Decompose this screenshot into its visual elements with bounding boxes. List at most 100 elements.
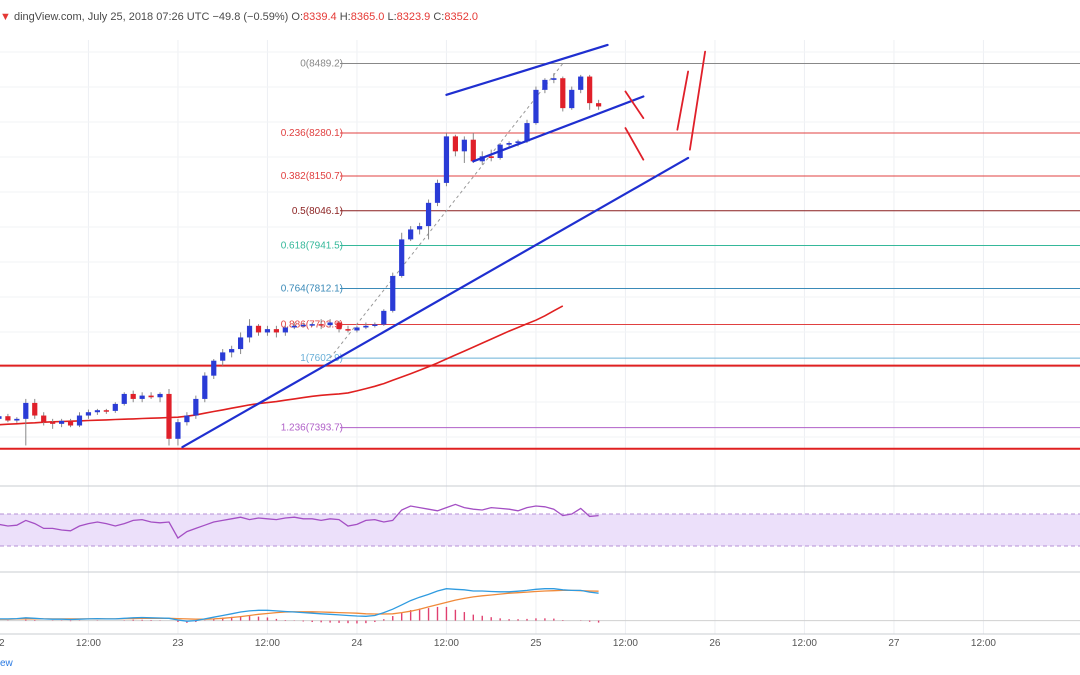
- candle-body: [318, 324, 324, 326]
- footer-text: ew: [0, 658, 13, 669]
- rsi-band: [0, 513, 1080, 547]
- candle-body: [41, 415, 47, 423]
- rsi-band-fill: [0, 514, 1080, 546]
- high-value: 8365.0: [350, 11, 385, 23]
- candle-body: [0, 416, 2, 419]
- candle-body: [470, 139, 476, 162]
- bullish-path-2: [688, 50, 707, 151]
- candle-body: [300, 324, 306, 327]
- candle-body: [246, 325, 253, 338]
- x-tick-label: 24: [351, 638, 363, 649]
- candle-body: [345, 329, 351, 331]
- candle-body: [76, 415, 83, 426]
- low-value: 8323.9: [396, 11, 431, 23]
- candle-body: [264, 329, 271, 333]
- candle-body: [103, 410, 109, 412]
- x-tick-label: 23: [172, 638, 184, 649]
- candle-body: [560, 78, 566, 109]
- trend-drawings: [181, 43, 707, 449]
- candle-body: [587, 76, 593, 104]
- candle-body: [506, 143, 512, 145]
- candle-body: [59, 420, 65, 424]
- candle-body: [488, 156, 494, 158]
- channel-upper-line: [445, 43, 609, 96]
- candle-body: [381, 310, 387, 325]
- x-tick-label: 12:00: [613, 638, 638, 649]
- candle-body: [461, 139, 467, 152]
- candle-body: [273, 329, 279, 333]
- x-axis: 22 12:00 23 12:00 24 12:00 25 12:00 26 12:00 27 12:…: [0, 638, 996, 649]
- candle-body: [202, 375, 208, 399]
- x-tick-label: 25: [530, 638, 542, 649]
- candle-body: [363, 325, 369, 328]
- candle-body: [533, 89, 539, 124]
- close-value: 8352.0: [444, 11, 479, 23]
- candle-body: [354, 327, 360, 331]
- candle-body: [166, 393, 172, 439]
- candle-body: [67, 420, 74, 426]
- x-tick-label: 26: [709, 638, 721, 649]
- grid-lines: [0, 40, 1080, 635]
- fib-label: 0.764(7812.1): [281, 284, 343, 295]
- candle-body: [327, 322, 333, 326]
- ma-line: [0, 305, 564, 426]
- rsi-line: [0, 503, 599, 539]
- rsi-panel: [0, 503, 599, 539]
- candle-body: [121, 393, 127, 404]
- x-tick-label: 12:00: [971, 638, 996, 649]
- candle-body: [23, 402, 29, 419]
- candle-body: [32, 402, 38, 416]
- bullish-path-1: [676, 70, 689, 131]
- header-change: −49.8 (−0.59%): [212, 11, 289, 23]
- x-tick-label: 12:00: [434, 638, 459, 649]
- x-tick-label: 27: [888, 638, 900, 649]
- fib-label: 0.236(8280.1): [281, 128, 343, 139]
- candle-body: [596, 103, 602, 107]
- candle-body: [112, 403, 118, 411]
- candle-body: [542, 79, 548, 90]
- x-tick-label: 12:00: [792, 638, 817, 649]
- bearish-path-1: [624, 90, 645, 119]
- open-label: O:: [291, 11, 304, 23]
- candle-body: [5, 416, 11, 421]
- fib-label: 0(8489.2): [300, 59, 343, 70]
- candle-body: [255, 325, 262, 333]
- candle-body: [175, 422, 181, 439]
- candle-body: [515, 141, 521, 144]
- fib-anchor-line: [329, 63, 564, 359]
- candle-body: [94, 410, 100, 413]
- macd-panel: [0, 588, 1080, 624]
- header-source: dingView.com, July 25, 2018 07:26 UTC: [13, 11, 210, 23]
- horizontal-levels: [0, 364, 1080, 450]
- candle-body: [14, 418, 20, 421]
- candle-body: [372, 324, 378, 326]
- candle-body: [220, 352, 226, 361]
- candle-body: [229, 349, 235, 353]
- fib-label: 0.5(8046.1): [292, 206, 343, 217]
- candle-body: [85, 412, 92, 416]
- candle-body: [443, 136, 450, 183]
- candle-body: [417, 226, 423, 230]
- candle-body: [139, 395, 145, 399]
- candle-body: [434, 182, 441, 203]
- candle-body: [551, 78, 557, 80]
- moving-average: [0, 305, 564, 426]
- candle-body: [524, 123, 530, 142]
- candle-body: [157, 393, 163, 398]
- fib-label: 1.236(7393.7): [281, 423, 343, 434]
- candle-body: [130, 393, 136, 399]
- bearish-path-2: [624, 127, 645, 161]
- macd-signal-line: [0, 589, 599, 620]
- candle-body: [390, 275, 396, 311]
- candle-body: [211, 360, 217, 376]
- candle-body: [425, 202, 432, 227]
- fib-label: 1(7602.9): [300, 353, 343, 364]
- chart-header: ▼ dingView.com, July 25, 2018 07:26 UTC …: [0, 11, 478, 27]
- high-label: H:: [339, 11, 351, 23]
- candle-body: [282, 327, 288, 333]
- x-tick-label: 12:00: [76, 638, 101, 649]
- candle-body: [50, 422, 56, 424]
- candle-body: [399, 239, 405, 276]
- candle-body: [408, 229, 414, 240]
